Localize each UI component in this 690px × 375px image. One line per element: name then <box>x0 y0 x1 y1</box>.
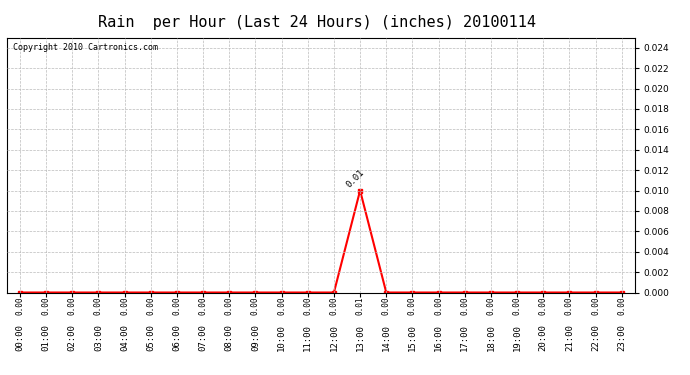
Text: 17:00: 17:00 <box>460 324 469 351</box>
Text: 20:00: 20:00 <box>539 324 548 351</box>
Text: 0.00: 0.00 <box>225 296 234 315</box>
Text: 14:00: 14:00 <box>382 324 391 351</box>
Text: 0.00: 0.00 <box>486 296 495 315</box>
Text: 0.00: 0.00 <box>277 296 286 315</box>
Text: 11:00: 11:00 <box>304 324 313 351</box>
Text: 07:00: 07:00 <box>199 324 208 351</box>
Text: 0.00: 0.00 <box>565 296 574 315</box>
Text: 0.00: 0.00 <box>513 296 522 315</box>
Text: 0.00: 0.00 <box>199 296 208 315</box>
Text: 22:00: 22:00 <box>591 324 600 351</box>
Text: 15:00: 15:00 <box>408 324 417 351</box>
Text: 0.00: 0.00 <box>434 296 443 315</box>
Text: 01:00: 01:00 <box>41 324 50 351</box>
Text: 0.00: 0.00 <box>382 296 391 315</box>
Text: 0.00: 0.00 <box>329 296 338 315</box>
Text: 0.00: 0.00 <box>68 296 77 315</box>
Text: 0.00: 0.00 <box>539 296 548 315</box>
Text: 0.01: 0.01 <box>355 296 364 315</box>
Text: 0.00: 0.00 <box>408 296 417 315</box>
Text: 12:00: 12:00 <box>329 324 338 351</box>
Text: Copyright 2010 Cartronics.com: Copyright 2010 Cartronics.com <box>13 43 158 52</box>
Text: 0.00: 0.00 <box>94 296 103 315</box>
Text: 04:00: 04:00 <box>120 324 129 351</box>
Text: 05:00: 05:00 <box>146 324 155 351</box>
Text: 06:00: 06:00 <box>172 324 181 351</box>
Text: 0.00: 0.00 <box>120 296 129 315</box>
Text: 00:00: 00:00 <box>15 324 24 351</box>
Text: 23:00: 23:00 <box>618 324 627 351</box>
Text: 0.00: 0.00 <box>15 296 24 315</box>
Text: 10:00: 10:00 <box>277 324 286 351</box>
Text: 0.00: 0.00 <box>172 296 181 315</box>
Text: Rain  per Hour (Last 24 Hours) (inches) 20100114: Rain per Hour (Last 24 Hours) (inches) 2… <box>99 15 536 30</box>
Text: 0.00: 0.00 <box>618 296 627 315</box>
Text: 0.00: 0.00 <box>460 296 469 315</box>
Text: 08:00: 08:00 <box>225 324 234 351</box>
Text: 16:00: 16:00 <box>434 324 443 351</box>
Text: 02:00: 02:00 <box>68 324 77 351</box>
Text: 0.00: 0.00 <box>591 296 600 315</box>
Text: 19:00: 19:00 <box>513 324 522 351</box>
Text: 0.00: 0.00 <box>146 296 155 315</box>
Text: 0.01: 0.01 <box>344 168 366 189</box>
Text: 03:00: 03:00 <box>94 324 103 351</box>
Text: 18:00: 18:00 <box>486 324 495 351</box>
Text: 0.00: 0.00 <box>251 296 260 315</box>
Text: 0.00: 0.00 <box>304 296 313 315</box>
Text: 13:00: 13:00 <box>355 324 364 351</box>
Text: 0.00: 0.00 <box>41 296 50 315</box>
Text: 21:00: 21:00 <box>565 324 574 351</box>
Text: 09:00: 09:00 <box>251 324 260 351</box>
